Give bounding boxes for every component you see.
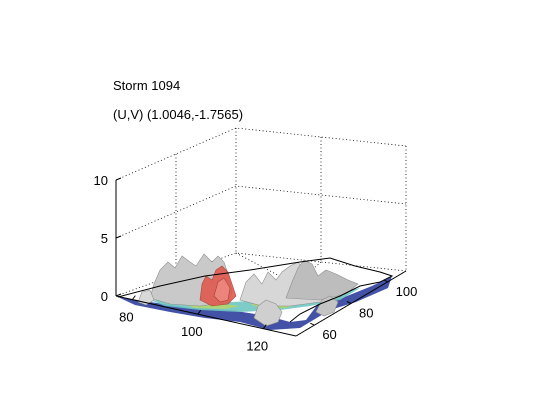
x-tick xyxy=(197,309,202,315)
storm-core-cell xyxy=(213,277,231,303)
x-tick-label: 80 xyxy=(119,310,133,325)
z-tick xyxy=(115,235,122,239)
x-tick xyxy=(131,295,136,300)
x-tick xyxy=(262,324,267,330)
surface-peaks xyxy=(137,253,359,327)
x-tick-label: 100 xyxy=(181,324,203,339)
z-tick xyxy=(115,293,122,297)
surface-peak xyxy=(285,259,359,301)
storm-core xyxy=(199,265,237,307)
x-axis-line xyxy=(115,295,297,337)
chart-subtitle: (U,V) (1.0046,-1.7565) xyxy=(113,107,244,122)
surface-peak xyxy=(253,299,283,327)
grid-line xyxy=(115,127,407,181)
chart-title: Storm 1094 xyxy=(113,78,181,93)
y-tick xyxy=(346,301,352,304)
z-tick xyxy=(115,177,122,181)
y-tick-label: 80 xyxy=(359,306,373,321)
z-tick-label: 10 xyxy=(94,173,108,188)
surface-peak xyxy=(137,289,155,306)
grid-line xyxy=(115,185,407,239)
y-tick-label: 60 xyxy=(322,327,336,342)
surface-peak xyxy=(315,295,339,317)
z-tick-label: 0 xyxy=(101,289,108,304)
z-tick-label: 5 xyxy=(101,231,108,246)
y-tick xyxy=(310,322,315,326)
y-tick-label: 100 xyxy=(396,284,418,299)
x-tick-label: 120 xyxy=(246,339,268,354)
y-tick xyxy=(383,279,388,283)
storm-outline xyxy=(117,257,394,323)
